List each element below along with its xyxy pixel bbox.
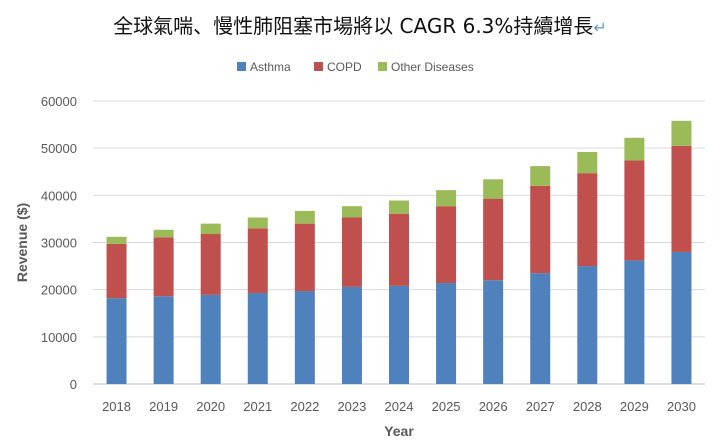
bar-asthma-2028 — [577, 266, 598, 384]
x-tick-label: 2030 — [667, 399, 696, 414]
bar-other-diseases-2029 — [624, 137, 645, 161]
bar-other-diseases-2027 — [530, 166, 551, 186]
x-tick-label: 2027 — [526, 399, 555, 414]
x-tick-label: 2019 — [149, 399, 178, 414]
bar-copd-2019 — [153, 237, 174, 297]
x-axis-title: Year — [384, 423, 414, 439]
bar-asthma-2019 — [153, 296, 174, 384]
x-tick-label: 2024 — [385, 399, 414, 414]
y-tick-label: 30000 — [41, 236, 77, 251]
bar-other-diseases-2023 — [341, 206, 362, 218]
y-tick-label: 40000 — [41, 188, 77, 203]
y-tick-label: 10000 — [41, 330, 77, 345]
bar-other-diseases-2024 — [389, 200, 409, 214]
bar-other-diseases-2019 — [153, 229, 174, 238]
bar-other-diseases-2028 — [577, 151, 598, 174]
bar-asthma-2021 — [247, 292, 268, 384]
bar-other-diseases-2020 — [200, 223, 221, 235]
bar-copd-2018 — [106, 243, 127, 299]
x-tick-label: 2022 — [290, 399, 319, 414]
bar-other-diseases-2018 — [106, 236, 127, 244]
bar-asthma-2024 — [389, 285, 409, 384]
y-tick-label: 0 — [70, 377, 77, 392]
bar-asthma-2025 — [436, 283, 457, 384]
y-tick-label: 20000 — [41, 283, 77, 298]
y-tick-label: 50000 — [41, 141, 77, 156]
bar-asthma-2027 — [530, 273, 551, 384]
bar-asthma-2022 — [294, 291, 315, 384]
bar-asthma-2018 — [106, 298, 127, 384]
x-tick-label: 2025 — [432, 399, 461, 414]
bar-copd-2020 — [200, 234, 221, 295]
bar-asthma-2029 — [624, 260, 645, 384]
bar-copd-2026 — [483, 198, 504, 281]
bar-other-diseases-2026 — [483, 179, 504, 199]
chart-title-text: 全球氣喘、慢性肺阻塞市場將以 CAGR 6.3%持續增長 — [113, 14, 594, 38]
bar-other-diseases-2021 — [247, 217, 268, 229]
legend-label: Other Diseases — [391, 60, 474, 74]
bar-asthma-2023 — [341, 286, 362, 384]
bar-asthma-2030 — [671, 251, 692, 384]
bar-copd-2027 — [530, 185, 551, 274]
x-tick-label: 2021 — [243, 399, 272, 414]
bar-copd-2021 — [247, 228, 268, 293]
legend-swatch — [378, 62, 387, 71]
x-tick-label: 2028 — [573, 399, 602, 414]
legend-label: COPD — [327, 60, 362, 74]
bar-copd-2029 — [624, 160, 645, 261]
bar-copd-2024 — [389, 213, 409, 286]
bar-asthma-2020 — [200, 294, 221, 384]
x-tick-label: 2023 — [337, 399, 366, 414]
bar-copd-2028 — [577, 173, 598, 267]
bar-copd-2022 — [294, 223, 315, 292]
bar-copd-2025 — [436, 206, 457, 284]
bar-other-diseases-2025 — [436, 190, 457, 207]
bar-asthma-2026 — [483, 280, 504, 384]
legend-label: Asthma — [250, 60, 291, 74]
x-tick-label: 2020 — [196, 399, 225, 414]
bar-copd-2023 — [341, 217, 362, 287]
chart-title: 全球氣喘、慢性肺阻塞市場將以 CAGR 6.3%持續增長↵ — [0, 10, 720, 39]
x-tick-label: 2029 — [620, 399, 649, 414]
x-tick-label: 2018 — [102, 399, 131, 414]
y-axis-title: Revenue ($) — [14, 203, 30, 282]
legend-swatch — [237, 62, 246, 71]
bar-other-diseases-2022 — [294, 210, 315, 224]
bar-other-diseases-2030 — [671, 120, 692, 146]
x-tick-label: 2026 — [479, 399, 508, 414]
y-tick-label: 60000 — [41, 94, 77, 109]
return-mark-icon: ↵ — [593, 18, 607, 37]
bar-copd-2030 — [671, 145, 692, 252]
legend-swatch — [314, 62, 323, 71]
